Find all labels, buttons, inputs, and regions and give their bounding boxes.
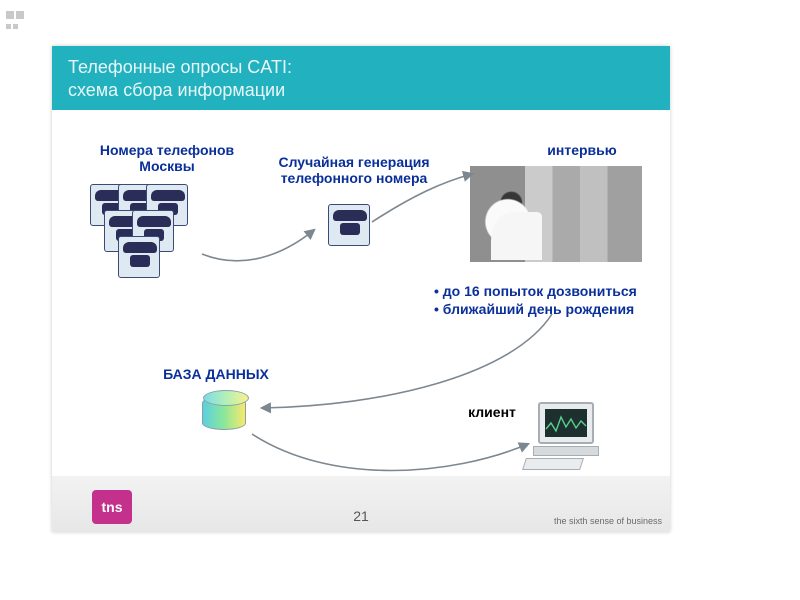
computer-icon — [538, 402, 599, 470]
footer-tagline: the sixth sense of business — [554, 516, 662, 526]
title-line1: Телефонные опросы CATI: — [68, 57, 292, 77]
label-random-generation: Случайная генерациятелефонного номера — [254, 154, 454, 186]
label-client: клиент — [452, 404, 532, 420]
phone-icon — [118, 236, 160, 278]
database-icon — [202, 396, 246, 430]
bullet-list: • до 16 попыток дозвониться• ближайший д… — [434, 282, 637, 318]
label-database: БАЗА ДАННЫХ — [136, 366, 296, 382]
slide: Телефонные опросы CATI: схема сбора инфо… — [52, 46, 670, 532]
window-chrome — [6, 6, 26, 42]
title-line2: схема сбора информации — [68, 80, 285, 100]
label-phone-numbers: Номера телефоновМосквы — [82, 142, 252, 174]
phone-icon — [328, 204, 370, 246]
page-number: 21 — [353, 508, 369, 524]
interview-photo — [470, 166, 642, 262]
slide-header: Телефонные опросы CATI: схема сбора инфо… — [52, 46, 670, 110]
label-interview: интервью — [522, 142, 642, 158]
tns-logo: tns — [92, 490, 132, 524]
slide-title: Телефонные опросы CATI: схема сбора инфо… — [68, 56, 654, 101]
